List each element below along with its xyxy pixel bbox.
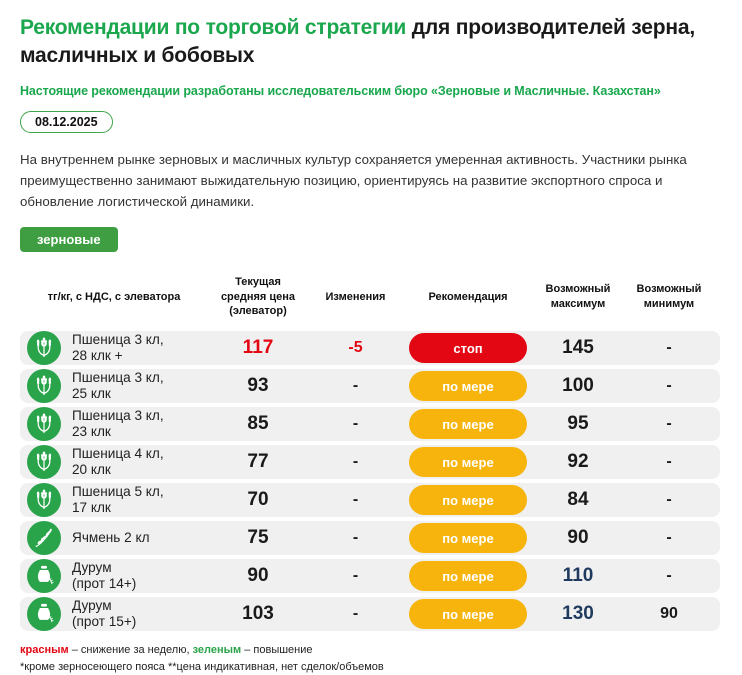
commodity-name: Пшеница 5 кл, 17 клк: [72, 483, 164, 516]
footnotes: красным – снижение за неделю, зеленым – …: [20, 642, 720, 675]
possible-min-value: -: [666, 529, 672, 547]
wheat-icon: [27, 407, 61, 442]
commodity-name: Пшеница 3 кл, 25 клк: [72, 369, 164, 402]
legend-red-term: красным: [20, 644, 69, 657]
recommendation-badge[interactable]: по мере: [409, 409, 527, 440]
wheat-icon: [27, 331, 61, 366]
table-row: Пшеница 5 кл, 17 клк 70 - по мере 84 -: [20, 483, 720, 518]
possible-max-value: 95: [567, 413, 589, 435]
recommendation-badge[interactable]: стоп: [409, 333, 527, 364]
sack-icon: [27, 597, 61, 632]
recommendation-badge[interactable]: по мере: [409, 371, 527, 402]
wheat-icon: [27, 369, 61, 404]
recommendation-badge[interactable]: по мере: [409, 523, 527, 554]
table-row: Ячмень 2 кл 75 - по мере 90 -: [20, 521, 720, 556]
table-body: Пшеница 3 кл, 28 клк + 117 -5 стоп 145 - …: [20, 331, 720, 632]
current-price-value: 85: [247, 413, 269, 435]
possible-min-value: -: [666, 453, 672, 471]
current-price-value: 117: [242, 337, 274, 359]
possible-min-value: -: [666, 415, 672, 433]
possible-min-value: -: [666, 339, 672, 357]
legend-line: красным – снижение за неделю, зеленым – …: [20, 642, 720, 659]
current-price-value: 77: [247, 451, 269, 473]
recommendation-badge[interactable]: по мере: [409, 447, 527, 478]
change-value: -5: [348, 339, 363, 357]
page-title-rest: для производителей зерна, масличных и бо…: [20, 16, 695, 68]
col-header-units: тг/кг, с НДС, с элеватора: [47, 290, 181, 303]
sack-icon: [27, 559, 61, 594]
table-row: Дурум (прот 14+) 90 - по мере 110 -: [20, 559, 720, 594]
possible-max-value: 90: [567, 527, 589, 549]
commodity-name: Пшеница 3 кл, 28 клк +: [72, 331, 164, 364]
table-row: Дурум (прот 15+) 103 - по мере 130 90: [20, 597, 720, 632]
possible-min-value: -: [666, 491, 672, 509]
category-button-grains[interactable]: зерновые: [20, 226, 118, 252]
current-price-value: 103: [242, 603, 274, 625]
change-value: -: [352, 453, 359, 471]
col-header-possible-max: Возможный максимум: [545, 283, 611, 310]
report-subtitle: Настоящие рекомендации разработаны иссле…: [20, 83, 661, 98]
possible-max-value: 100: [562, 375, 594, 397]
table-row: Пшеница 3 кл, 23 клк 85 - по мере 95 -: [20, 407, 720, 442]
wheat-icon: [27, 483, 61, 518]
page-title-highlight: Рекомендации по торговой стратегии: [20, 16, 407, 39]
col-header-change: Изменения: [325, 290, 386, 303]
commodity-name: Дурум (прот 14+): [72, 559, 137, 592]
col-header-recommendation: Рекомендация: [428, 290, 508, 303]
current-price-value: 70: [247, 489, 269, 511]
change-value: -: [352, 491, 359, 509]
recommendation-badge[interactable]: по мере: [409, 599, 527, 630]
commodity-name: Пшеница 4 кл, 20 клк: [72, 445, 164, 478]
recommendation-badge[interactable]: по мере: [409, 561, 527, 592]
market-summary: На внутреннем рынке зерновых и масличных…: [20, 151, 687, 209]
table-row: Пшеница 3 кл, 25 клк 93 - по мере 100 -: [20, 369, 720, 404]
change-value: -: [352, 529, 359, 547]
current-price-value: 75: [247, 527, 269, 549]
wheat-icon: [27, 445, 61, 480]
possible-max-value: 110: [562, 565, 594, 587]
possible-min-value: -: [666, 567, 672, 585]
col-header-possible-min: Возможный минимум: [636, 283, 702, 310]
col-header-current-price: Текущая средняя цена (элеватор): [220, 275, 296, 318]
possible-max-value: 145: [562, 337, 594, 359]
barley-icon: [27, 521, 61, 556]
possible-max-value: 84: [567, 489, 589, 511]
table-header-row: тг/кг, с НДС, с элеватора Текущая средня…: [20, 265, 720, 332]
change-value: -: [352, 377, 359, 395]
table-row: Пшеница 3 кл, 28 клк + 117 -5 стоп 145 -: [20, 331, 720, 366]
page-title: Рекомендации по торговой стратегии для п…: [20, 14, 720, 71]
change-value: -: [352, 567, 359, 585]
legend-text: – снижение за неделю,: [68, 644, 193, 657]
possible-min-value: -: [666, 377, 672, 395]
current-price-value: 93: [247, 375, 269, 397]
possible-max-value: 130: [562, 603, 594, 625]
table-row: Пшеница 4 кл, 20 клк 77 - по мере 92 -: [20, 445, 720, 480]
commodity-name: Ячмень 2 кл: [72, 529, 150, 545]
current-price-value: 90: [247, 565, 269, 587]
change-value: -: [352, 605, 359, 623]
commodity-name: Дурум (прот 15+): [72, 597, 137, 630]
legend-green-term: зеленым: [192, 644, 242, 657]
legend-text: – повышение: [241, 644, 313, 657]
asterisk-note: *кроме зерносеющего пояса **цена индикат…: [20, 660, 384, 673]
possible-min-value: 90: [660, 605, 678, 623]
possible-max-value: 92: [567, 451, 589, 473]
recommendation-badge[interactable]: по мере: [409, 485, 527, 516]
change-value: -: [352, 415, 359, 433]
date-badge: 08.12.2025: [20, 110, 113, 133]
commodity-name: Пшеница 3 кл, 23 клк: [72, 407, 164, 440]
